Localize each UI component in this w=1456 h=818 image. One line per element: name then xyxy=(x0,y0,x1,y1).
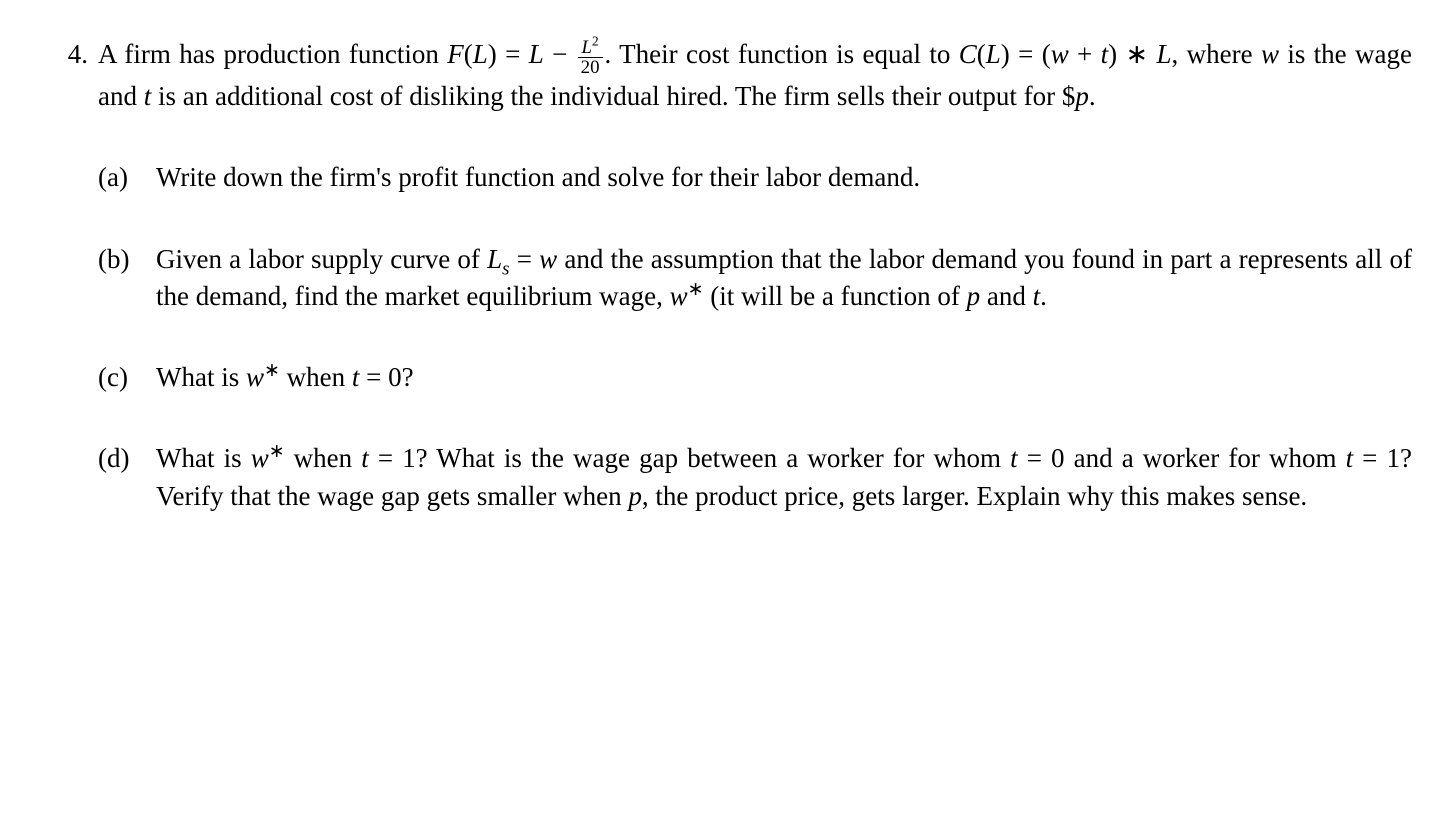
math-var: w xyxy=(246,362,264,392)
math-var: p xyxy=(628,481,642,511)
text: . xyxy=(1040,281,1047,311)
subpart-label: (d) xyxy=(98,440,156,477)
subparts: (a) Write down the firm's profit functio… xyxy=(98,159,1412,515)
subpart-d: (d) What is w∗ when t = 1? What is the w… xyxy=(98,440,1412,515)
text: ) xyxy=(1001,39,1010,69)
text: ( xyxy=(464,39,473,69)
math-var: t xyxy=(361,443,369,473)
text: = xyxy=(1010,39,1042,69)
text: , where xyxy=(1172,39,1261,69)
subpart-label: (b) xyxy=(98,241,156,278)
math-var: L xyxy=(986,39,1001,69)
fraction-denominator: 20 xyxy=(578,57,603,78)
problem-page: 4. A firm has production function F(L) =… xyxy=(0,0,1456,551)
text: ) xyxy=(488,39,497,69)
text: − xyxy=(544,39,576,69)
text: ( xyxy=(977,39,986,69)
text: = xyxy=(510,244,540,274)
text: ) xyxy=(1108,39,1117,69)
superscript: ∗ xyxy=(688,279,704,300)
math-var: F xyxy=(447,39,464,69)
subpart-b: (b) Given a labor supply curve of Ls = w… xyxy=(98,241,1412,316)
text: ( xyxy=(1042,39,1051,69)
text: Given a labor supply curve of xyxy=(156,244,487,274)
math-var: L xyxy=(582,37,593,58)
text: . xyxy=(1089,81,1096,111)
math-var: L xyxy=(487,244,502,274)
text: and xyxy=(980,281,1032,311)
problem-stem: A firm has production function F(L) = L … xyxy=(98,36,1412,115)
text: = 1? What is the wage gap between a work… xyxy=(369,443,1010,473)
text: ∗ xyxy=(1117,39,1156,69)
subscript: s xyxy=(502,258,509,279)
math-var: w xyxy=(251,443,269,473)
text: A firm has production function xyxy=(98,39,447,69)
subpart-label: (c) xyxy=(98,359,156,396)
subpart-a: (a) Write down the firm's profit functio… xyxy=(98,159,1412,196)
subpart-c: (c) What is w∗ when t = 0? xyxy=(98,359,1412,396)
math-var: w xyxy=(1261,39,1279,69)
math-var: L xyxy=(1157,39,1172,69)
fraction-numerator: L2 xyxy=(578,38,603,58)
exponent: 2 xyxy=(592,33,599,48)
subpart-label: (a) xyxy=(98,159,156,196)
math-var: p xyxy=(967,281,981,311)
superscript: ∗ xyxy=(264,360,280,381)
math-var: C xyxy=(959,39,977,69)
math-var: L xyxy=(529,39,544,69)
text: = 0 and a worker for whom xyxy=(1018,443,1346,473)
text: = 0? xyxy=(359,362,413,392)
subpart-text: Write down the firm's profit function an… xyxy=(156,159,1412,196)
superscript: ∗ xyxy=(269,441,285,462)
text: when xyxy=(285,443,362,473)
math-var: w xyxy=(1051,39,1069,69)
math-var: t xyxy=(1033,281,1041,311)
text: , the product price, gets larger. Explai… xyxy=(642,481,1307,511)
text: + xyxy=(1069,39,1101,69)
math-var: p xyxy=(1075,81,1089,111)
text: . Their cost function is equal to xyxy=(605,39,959,69)
text: is an additional cost of disliking the i… xyxy=(151,81,1075,111)
subpart-text: What is w∗ when t = 0? xyxy=(156,359,1412,396)
math-var: w xyxy=(539,244,557,274)
math-var: w xyxy=(670,281,688,311)
math-var: t xyxy=(1010,443,1018,473)
subpart-text: Given a labor supply curve of Ls = w and… xyxy=(156,241,1412,316)
fraction: L220 xyxy=(578,38,603,79)
text: = xyxy=(497,39,529,69)
text: (it will be a function of xyxy=(703,281,966,311)
text: Write down the firm's profit function an… xyxy=(156,162,920,192)
problem-4: 4. A firm has production function F(L) =… xyxy=(44,36,1412,115)
text: when xyxy=(280,362,352,392)
math-var: L xyxy=(473,39,488,69)
math-var: t xyxy=(1346,443,1354,473)
text: What is xyxy=(156,443,251,473)
problem-number: 4. xyxy=(44,36,98,73)
text: What is xyxy=(156,362,246,392)
subpart-text: What is w∗ when t = 1? What is the wage … xyxy=(156,440,1412,515)
